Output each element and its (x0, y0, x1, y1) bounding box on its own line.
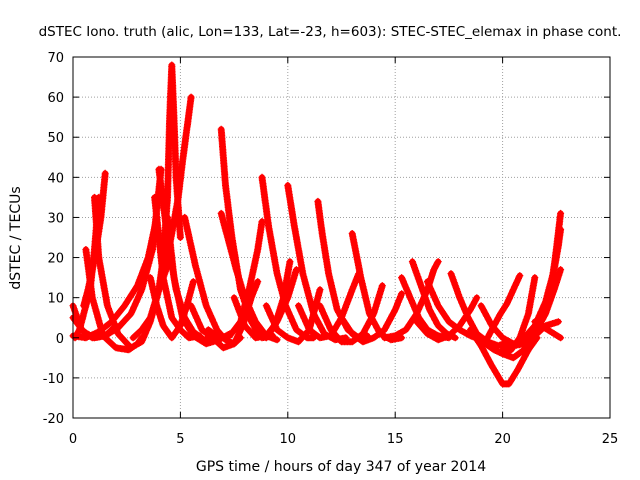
y-tick-label: 50 (47, 131, 64, 146)
series-pass35 (466, 326, 541, 388)
tick-labels: 0 5 10 15 20 25 -20 -10 0 10 20 30 40 50 60 70 (43, 51, 619, 447)
series-pass42 (484, 272, 524, 342)
series-markers (531, 318, 565, 342)
y-tick-label: 0 (56, 332, 64, 347)
chart-title: dSTEC Iono. truth (alic, Lon=133, Lat=-2… (39, 24, 622, 40)
series-markers (338, 290, 406, 346)
y-tick-label: -20 (43, 412, 64, 427)
y-tick-label: 60 (47, 91, 64, 106)
series-pass41 (531, 318, 565, 342)
series-pass27 (316, 282, 386, 346)
y-axis-label: dSTEC / TECUs (8, 186, 24, 289)
ticks (72, 56, 611, 419)
series-markers (316, 282, 386, 346)
series-pass34 (413, 294, 481, 344)
x-tick-label: 0 (69, 432, 77, 447)
series-pass24 (262, 286, 324, 346)
x-tick-label: 15 (387, 432, 404, 447)
y-tick-label: 40 (47, 171, 64, 186)
series-markers (413, 294, 481, 344)
series-markers (484, 272, 524, 342)
y-tick-label: 20 (47, 252, 64, 267)
x-tick-label: 5 (176, 432, 184, 447)
x-tick-label: 20 (494, 432, 511, 447)
series-markers (82, 246, 146, 354)
series-pass07 (82, 246, 146, 354)
y-tick-label: -10 (43, 372, 64, 387)
x-tick-label: 25 (602, 432, 619, 447)
y-tick-label: 10 (47, 292, 64, 307)
plot-frame (72, 56, 611, 419)
grid (73, 57, 610, 418)
x-tick-label: 10 (280, 432, 297, 447)
x-axis-label: GPS time / hours of day 347 of year 2014 (196, 459, 486, 475)
series-pass28 (338, 290, 406, 346)
series-markers (181, 213, 244, 348)
y-tick-label: 70 (47, 51, 64, 66)
y-tick-label: 30 (47, 211, 64, 226)
series-markers (466, 326, 541, 388)
series-markers (151, 193, 204, 342)
data-layer (69, 61, 565, 388)
series-pass13 (151, 193, 204, 342)
